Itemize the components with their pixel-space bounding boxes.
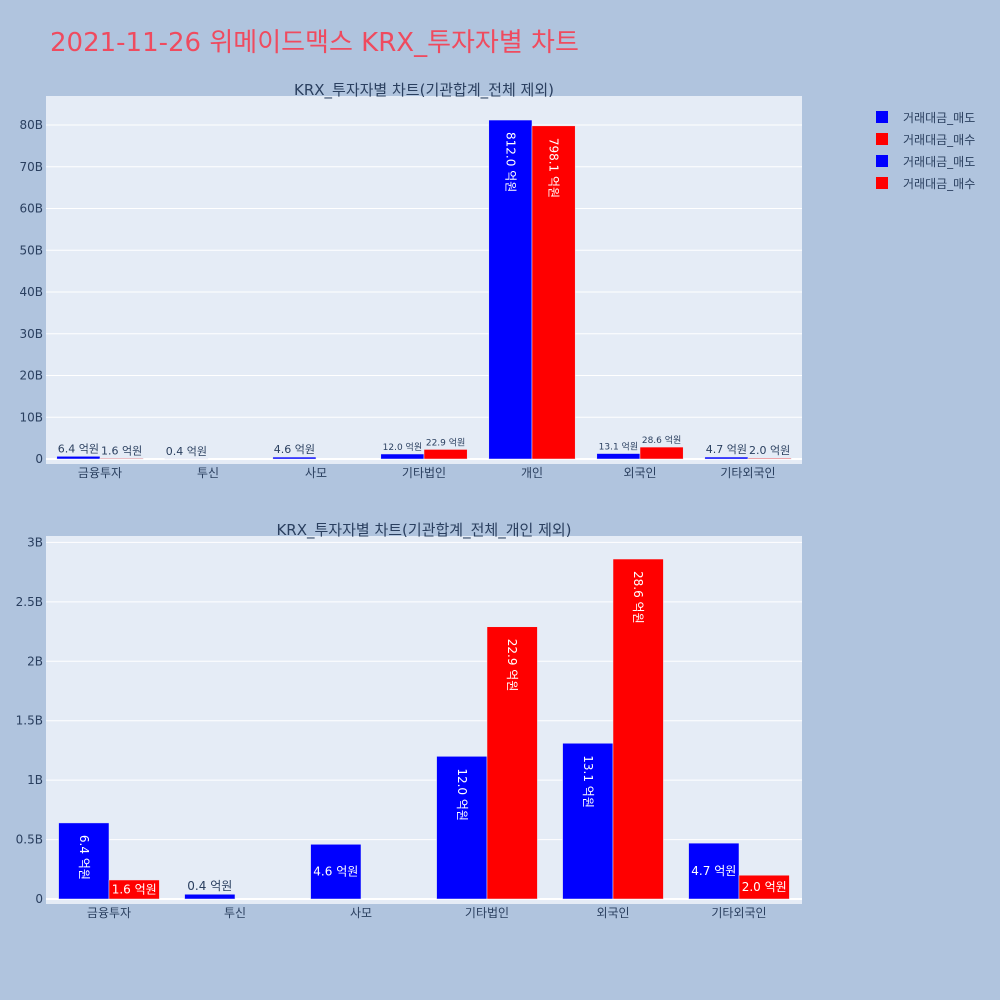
x-tick-label: 투신 — [224, 906, 246, 920]
bar-bottom-chart — [58, 822, 110, 900]
bar-top-chart — [99, 458, 144, 460]
bar-value-label: 1.6 억원 — [101, 444, 142, 457]
legend-swatch-sell — [876, 111, 888, 123]
bar-value-label: 2.0 억원 — [749, 444, 790, 457]
x-tick-label: 외국인 — [623, 466, 656, 480]
x-tick-label: 기타외국인 — [720, 466, 775, 480]
bar-value-label: 798.1 억원 — [547, 138, 561, 198]
y-tick-label: 80B — [19, 118, 43, 132]
bar-value-label: 13.1 억원 — [581, 755, 595, 808]
legend-label: 거래대금_매수 — [903, 132, 976, 147]
bar-value-label: 12.0 억원 — [455, 768, 469, 821]
legend-swatch-buy — [876, 133, 888, 145]
x-tick-label: 외국인 — [596, 906, 629, 920]
bar-value-label: 12.0 억원 — [383, 441, 422, 453]
y-tick-label: 70B — [19, 160, 43, 174]
y-tick-label: 0.5B — [16, 833, 43, 847]
x-tick-label: 금융투자 — [78, 466, 122, 480]
y-tick-label: 40B — [19, 285, 43, 299]
bar-value-label: 4.7 억원 — [691, 864, 736, 878]
bar-value-label: 28.6 억원 — [642, 434, 681, 446]
bar-top-chart — [488, 119, 533, 460]
x-tick-label: 기타법인 — [465, 906, 509, 920]
page-title: 2021-11-26 위메이드맥스 KRX_투자자별 차트 — [50, 28, 579, 58]
x-tick-label: 기타법인 — [402, 466, 446, 480]
bar-bottom-chart — [108, 879, 160, 900]
bar-value-label: 28.6 억원 — [631, 571, 645, 624]
bar-value-label: 1.6 억원 — [112, 882, 157, 896]
bar-value-label: 2.0 억원 — [742, 880, 787, 894]
legend-label: 거래대금_매도 — [903, 110, 976, 125]
y-tick-label: 30B — [19, 327, 43, 341]
legend-swatch-buy — [876, 177, 888, 189]
y-tick-label: 0 — [35, 452, 43, 466]
bar-value-label: 0.4 억원 — [166, 445, 207, 458]
bar-top-chart — [56, 456, 101, 460]
bar-value-label: 22.9 억원 — [426, 436, 465, 448]
y-tick-label: 20B — [19, 369, 43, 383]
bar-value-label: 6.4 억원 — [58, 442, 99, 455]
y-tick-label: 2.5B — [16, 595, 43, 609]
y-tick-label: 1.5B — [16, 714, 43, 728]
x-tick-label: 기타외국인 — [711, 906, 766, 920]
chart-title: KRX_투자자별 차트(기관합계_전체 제외) — [294, 81, 554, 100]
legend[interactable]: 거래대금_매도 거래대금_매수 거래대금_매도 거래대금_매수 — [876, 106, 975, 194]
legend-item-sell[interactable]: 거래대금_매도 — [876, 106, 975, 128]
x-tick-label: 금융투자 — [87, 906, 131, 920]
bar-value-label: 13.1 억원 — [599, 441, 638, 453]
x-tick-label: 사모 — [350, 906, 372, 920]
y-tick-label: 1B — [27, 773, 43, 787]
chart-title: KRX_투자자별 차트(기관합계_전체_개인 제외) — [276, 521, 571, 540]
plot-area — [46, 96, 802, 464]
x-tick-label: 투신 — [197, 466, 219, 480]
bar-top-chart — [747, 457, 792, 460]
legend-item-buy[interactable]: 거래대금_매수 — [876, 128, 975, 150]
bar-top-chart — [704, 456, 749, 460]
bar-value-label: 4.7 억원 — [706, 443, 747, 456]
y-tick-label: 60B — [19, 202, 43, 216]
bar-bottom-chart — [184, 893, 236, 900]
bar-top-chart — [596, 453, 641, 460]
y-tick-label: 3B — [27, 535, 43, 549]
x-tick-label: 사모 — [305, 466, 327, 480]
bar-value-label: 4.6 억원 — [313, 865, 358, 879]
y-tick-label: 50B — [19, 243, 43, 257]
x-tick-label: 개인 — [521, 466, 543, 480]
bar-value-label: 4.6 억원 — [274, 443, 315, 456]
bar-top-chart — [531, 125, 576, 460]
bar-top-chart — [380, 453, 425, 460]
y-tick-label: 10B — [19, 410, 43, 424]
legend-label: 거래대금_매도 — [903, 154, 976, 169]
bar-bottom-chart — [562, 743, 614, 900]
y-tick-label: 0 — [35, 892, 43, 906]
bar-bottom-chart — [738, 874, 790, 900]
bar-bottom-chart — [486, 626, 538, 900]
legend-swatch-sell — [876, 155, 888, 167]
bar-bottom-chart — [612, 558, 664, 900]
plot-area — [46, 536, 802, 904]
bar-value-label: 0.4 억원 — [187, 879, 232, 893]
legend-item-buy[interactable]: 거래대금_매수 — [876, 172, 975, 194]
bar-value-label: 6.4 억원 — [77, 835, 91, 880]
bar-value-label: 22.9 억원 — [505, 639, 519, 692]
bar-bottom-chart — [310, 844, 362, 900]
bar-bottom-chart — [436, 756, 488, 900]
legend-item-sell[interactable]: 거래대금_매도 — [876, 150, 975, 172]
bar-bottom-chart — [688, 842, 740, 900]
bar-top-chart — [639, 446, 684, 460]
y-tick-label: 2B — [27, 654, 43, 668]
bar-value-label: 812.0 억원 — [503, 132, 517, 192]
legend-label: 거래대금_매수 — [903, 176, 976, 191]
bar-top-chart — [272, 456, 317, 460]
bar-top-chart — [423, 449, 468, 460]
